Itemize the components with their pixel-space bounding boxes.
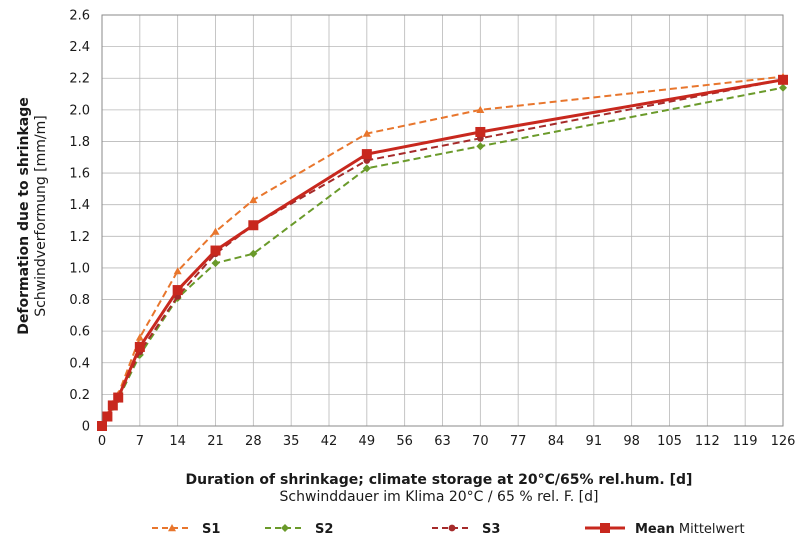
y-tick-label: 0.8 bbox=[69, 293, 90, 308]
y-tick-label: 1.6 bbox=[69, 167, 90, 182]
legend-name: S2 bbox=[315, 522, 333, 537]
x-tick-label: 119 bbox=[733, 434, 758, 449]
data-point bbox=[173, 267, 182, 275]
legend-item-s1: S1 bbox=[152, 522, 220, 537]
y-tick-label: 2.4 bbox=[69, 40, 90, 55]
legend-marker bbox=[600, 523, 610, 533]
data-point bbox=[210, 245, 221, 256]
legend-label: Mean Mittelwert bbox=[635, 522, 745, 537]
legend-label: S1 bbox=[202, 522, 220, 537]
x-tick-label: 91 bbox=[586, 434, 603, 449]
x-tick-label: 21 bbox=[207, 434, 224, 449]
legend-item-s3: S3 bbox=[432, 522, 500, 537]
data-point bbox=[211, 259, 220, 268]
series-line bbox=[101, 75, 784, 427]
data-point bbox=[102, 411, 113, 422]
y-axis-title: Deformation due to shrinkage bbox=[16, 97, 32, 335]
x-tick-label: 35 bbox=[283, 434, 300, 449]
data-point bbox=[107, 400, 118, 411]
x-tick-label: 14 bbox=[169, 434, 186, 449]
x-tick-label: 77 bbox=[510, 434, 527, 449]
x-tick-label: 126 bbox=[771, 434, 796, 449]
series-line bbox=[101, 78, 784, 427]
x-tick-label: 28 bbox=[245, 434, 262, 449]
y-tick-label: 0.4 bbox=[69, 356, 90, 371]
data-point bbox=[362, 129, 371, 137]
data-point bbox=[249, 195, 258, 204]
legend-label: S2 bbox=[315, 522, 333, 537]
data-point bbox=[475, 126, 486, 137]
y-axis-subtitle: Schwindverformung [mm/m] bbox=[33, 115, 49, 317]
y-tick-label: 1.0 bbox=[69, 261, 90, 276]
x-axis-title: Duration of shrinkage; climate storage a… bbox=[186, 472, 693, 488]
y-tick-label: 1.8 bbox=[69, 135, 90, 150]
x-tick-label: 112 bbox=[695, 434, 720, 449]
x-tick-label: 42 bbox=[321, 434, 338, 449]
legend-name: S1 bbox=[202, 522, 220, 537]
x-tick-label: 49 bbox=[359, 434, 376, 449]
data-point bbox=[113, 392, 124, 403]
x-tick-label: 63 bbox=[434, 434, 451, 449]
data-point bbox=[476, 105, 485, 114]
data-point bbox=[778, 74, 788, 85]
legend-marker bbox=[281, 524, 289, 532]
x-tick-label: 56 bbox=[396, 434, 413, 449]
data-point bbox=[135, 333, 144, 341]
data-point bbox=[779, 83, 787, 92]
legend-name: S3 bbox=[482, 522, 500, 537]
x-tick-label: 98 bbox=[623, 434, 640, 449]
data-point bbox=[248, 220, 259, 231]
y-tick-label: 2.6 bbox=[69, 9, 90, 24]
series-mean bbox=[97, 74, 788, 431]
y-tick-label: 1.2 bbox=[69, 230, 90, 245]
legend-marker bbox=[448, 524, 456, 532]
x-tick-label: 84 bbox=[548, 434, 565, 449]
y-tick-label: 2.0 bbox=[69, 103, 90, 118]
legend-sub: Mittelwert bbox=[675, 522, 745, 537]
x-tick-label: 7 bbox=[136, 434, 144, 449]
data-point bbox=[476, 142, 485, 151]
y-tick-label: 2.2 bbox=[69, 72, 90, 87]
legend-marker bbox=[168, 524, 176, 532]
series-layer bbox=[97, 72, 788, 431]
legend-name: Mean bbox=[635, 522, 675, 537]
gridlines bbox=[101, 14, 784, 427]
y-tick-label: 0 bbox=[82, 420, 90, 435]
data-point bbox=[362, 164, 371, 173]
axes bbox=[101, 14, 784, 427]
x-axis-subtitle: Schwinddauer im Klima 20°C / 65 % rel. F… bbox=[280, 489, 599, 505]
legend-item-mean: Mean Mittelwert bbox=[585, 522, 745, 537]
legend-item-s2: S2 bbox=[265, 522, 333, 537]
tick-labels: 0 7 14 21 28 35 42 49 56 63 70 77 84 91 98 105 112 119 126… bbox=[69, 9, 795, 450]
plot-frame bbox=[101, 14, 784, 427]
data-point bbox=[249, 249, 258, 258]
data-point bbox=[172, 285, 183, 296]
y-tick-label: 1.4 bbox=[69, 198, 90, 213]
legend: S1 S2 S3 Mean Mittelwert bbox=[152, 522, 745, 537]
legend-label: S3 bbox=[482, 522, 500, 537]
data-point bbox=[361, 149, 372, 160]
x-tick-label: 105 bbox=[657, 434, 682, 449]
x-tick-label: 0 bbox=[98, 434, 106, 449]
data-point bbox=[211, 227, 220, 235]
data-point bbox=[134, 341, 145, 352]
y-tick-label: 0.2 bbox=[69, 388, 90, 403]
y-tick-label: 0.6 bbox=[69, 325, 90, 340]
x-tick-label: 70 bbox=[472, 434, 489, 449]
data-point bbox=[97, 421, 107, 431]
